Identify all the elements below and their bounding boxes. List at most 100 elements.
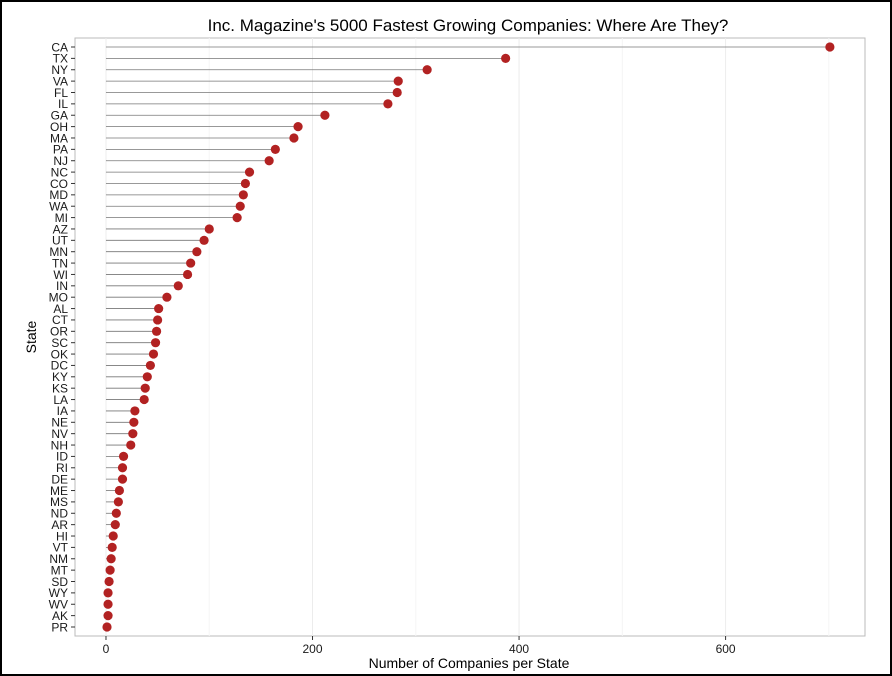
- y-tick-label: SD: [51, 575, 68, 589]
- point-ky: [142, 372, 152, 382]
- point-nd: [111, 508, 121, 518]
- y-tick-label: AR: [51, 518, 68, 532]
- y-tick-label: IL: [58, 97, 68, 111]
- point-ct: [153, 315, 163, 325]
- y-tick-label: WV: [49, 598, 68, 612]
- point-wi: [182, 269, 193, 280]
- point-ok: [148, 349, 159, 359]
- y-tick-label: MI: [55, 211, 68, 225]
- point-ga: [320, 110, 330, 120]
- y-tick-label: WY: [49, 586, 68, 600]
- point-ks: [140, 383, 150, 393]
- y-tick-label: HI: [56, 529, 68, 543]
- point-nv: [128, 429, 138, 439]
- x-tick-label: 200: [303, 642, 323, 656]
- y-tick-label: MO: [49, 290, 68, 304]
- y-tick-label: OR: [50, 325, 68, 339]
- point-or: [151, 326, 162, 336]
- y-tick-label: SC: [51, 336, 68, 350]
- point-ny: [422, 65, 432, 75]
- y-tick-label: ID: [56, 450, 68, 464]
- point-nj: [264, 156, 274, 166]
- point-la: [139, 394, 149, 405]
- point-mn: [192, 247, 202, 257]
- point-ia: [130, 406, 140, 416]
- point-tn: [186, 258, 196, 268]
- y-tick-label: VT: [53, 541, 69, 555]
- y-tick-label: TX: [53, 52, 68, 66]
- y-tick-label: CT: [52, 313, 69, 327]
- stems: [105, 46, 830, 628]
- point-ms: [113, 497, 123, 507]
- x-tick-label: 600: [716, 642, 736, 656]
- y-tick-label: PA: [53, 143, 68, 157]
- point-mt: [105, 565, 115, 575]
- y-tick-label: CO: [50, 177, 68, 191]
- y-tick-label: AZ: [53, 222, 68, 236]
- y-tick-label: RI: [56, 461, 68, 475]
- point-wa: [235, 201, 245, 211]
- y-tick-label: AL: [53, 302, 68, 316]
- point-nh: [126, 440, 136, 450]
- point-tx: [501, 53, 511, 63]
- point-wv: [103, 599, 113, 609]
- point-ma: [289, 133, 299, 143]
- point-ak: [103, 611, 113, 621]
- point-me: [114, 485, 125, 496]
- y-tick-label: GA: [51, 109, 68, 123]
- x-axis: 0 200 400 600: [103, 636, 736, 656]
- y-tick-label: FL: [54, 86, 68, 100]
- plot-panel: [74, 37, 866, 637]
- point-il: [383, 99, 393, 109]
- y-tick-label: ND: [51, 507, 69, 521]
- y-tick-label: MA: [50, 131, 68, 145]
- y-tick-label: IA: [57, 404, 68, 418]
- point-sd: [104, 576, 114, 587]
- point-nc: [244, 167, 255, 177]
- point-md: [238, 190, 248, 200]
- data-points: [102, 42, 835, 632]
- point-pa: [270, 144, 280, 154]
- point-oh: [293, 122, 303, 132]
- chart-title: Inc. Magazine's 5000 Fastest Growing Com…: [208, 16, 729, 35]
- y-tick-label: NJ: [53, 154, 68, 168]
- point-pr: [102, 622, 112, 632]
- y-tick-label: DE: [51, 472, 68, 486]
- y-axis: CATXNYVAFLILGAOHMAPANJNCCOMDWAMIAZUTMNTN…: [49, 40, 75, 634]
- point-nm: [106, 554, 116, 564]
- y-tick-label: TN: [52, 256, 68, 270]
- y-tick-label: CA: [51, 40, 68, 54]
- y-tick-label: DC: [51, 359, 69, 373]
- y-tick-label: VA: [53, 74, 68, 88]
- point-ri: [117, 463, 128, 473]
- point-az: [204, 224, 214, 234]
- point-id: [118, 451, 129, 462]
- y-tick-label: UT: [52, 234, 69, 248]
- x-tick-label: 400: [509, 642, 529, 656]
- y-tick-label: MT: [51, 563, 69, 577]
- point-ut: [199, 235, 209, 245]
- point-wy: [103, 588, 113, 598]
- y-tick-label: PR: [51, 620, 68, 634]
- y-tick-label: ME: [50, 484, 68, 498]
- y-tick-label: WA: [49, 200, 68, 214]
- point-fl: [392, 87, 402, 98]
- point-dc: [145, 360, 155, 371]
- y-tick-label: AK: [52, 609, 68, 623]
- point-mi: [232, 212, 242, 223]
- y-tick-label: MD: [49, 188, 68, 202]
- y-tick-label: MN: [49, 245, 68, 259]
- y-tick-label: MS: [50, 495, 68, 509]
- point-de: [117, 474, 128, 484]
- point-ca: [825, 42, 835, 52]
- y-tick-label: NC: [51, 165, 69, 179]
- point-va: [393, 76, 403, 86]
- y-tick-label: WI: [53, 268, 68, 282]
- y-tick-label: IN: [56, 279, 68, 293]
- y-tick-label: KS: [52, 381, 68, 395]
- x-axis-title: Number of Companies per State: [369, 655, 570, 671]
- y-tick-label: OK: [51, 347, 68, 361]
- point-sc: [150, 338, 161, 348]
- point-in: [173, 281, 183, 291]
